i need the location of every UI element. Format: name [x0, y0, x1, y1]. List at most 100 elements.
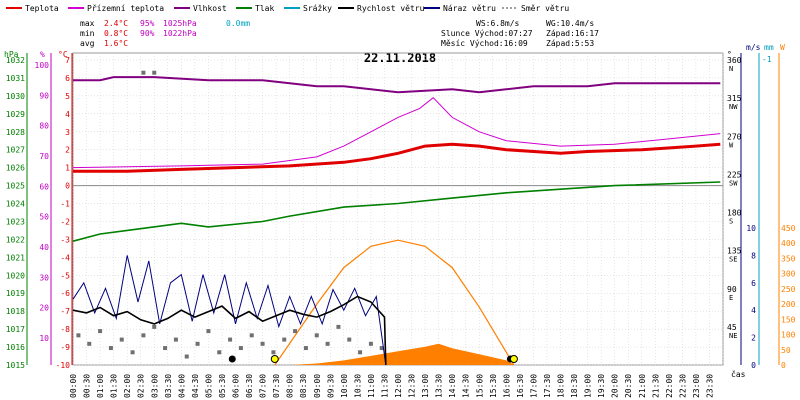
time-tick-label: 04:00: [177, 374, 186, 398]
time-tick-label: 22:30: [678, 374, 687, 398]
wind-dir-point: [228, 337, 233, 342]
wind-dir-point: [195, 341, 200, 346]
ms-tick-label: 4: [751, 306, 756, 315]
time-tick-label: 21:00: [638, 374, 647, 398]
axis-unit-dir: °: [727, 50, 732, 59]
c-tick-label: 4: [65, 110, 70, 119]
time-tick-label: 04:30: [191, 374, 200, 398]
hpa-tick-label: 1032: [6, 56, 25, 65]
wind-dir-point: [87, 341, 92, 346]
time-tick-label: 03:00: [150, 374, 159, 398]
time-tick-label: 05:00: [204, 374, 213, 398]
wind-dir-point: [358, 350, 363, 355]
wind-dir-point: [152, 70, 157, 75]
c-tick-label: -9: [60, 343, 70, 352]
time-tick-label: 11:00: [367, 374, 376, 398]
w-tick-label: 200: [781, 300, 796, 309]
wind-dir-point: [108, 346, 113, 351]
time-tick-label: 07:00: [259, 374, 268, 398]
wind-dir-point: [314, 333, 319, 338]
w-tick-label: 50: [781, 346, 791, 355]
wind-dir-point: [249, 333, 254, 338]
legend-label-temp: Teplota: [25, 4, 59, 13]
dir-tick-name: SE: [729, 256, 737, 264]
solar-area: [289, 343, 515, 365]
dir-tick-name: W: [729, 141, 734, 149]
w-tick-label: 0: [781, 361, 786, 370]
time-tick-label: 03:30: [164, 374, 173, 398]
c-tick-label: 6: [65, 74, 70, 83]
time-tick-label: 12:00: [394, 374, 403, 398]
time-tick-label: 08:30: [299, 374, 308, 398]
pct-tick-label: 50: [39, 213, 49, 222]
hpa-tick-label: 1023: [6, 217, 25, 226]
time-tick-label: 15:30: [489, 374, 498, 398]
time-tick-label: 20:00: [611, 374, 620, 398]
legend-label-dir: Směr větru: [521, 4, 569, 13]
time-tick-label: 11:30: [380, 374, 389, 398]
time-tick-label: 12:30: [408, 374, 417, 398]
hpa-tick-label: 1016: [6, 343, 25, 352]
wind-gust-line: [72, 255, 387, 366]
wind-speed-line: [72, 295, 387, 366]
wind-dir-point: [217, 350, 222, 355]
wind-dir-point: [206, 329, 211, 334]
hpa-tick-label: 1031: [6, 74, 25, 83]
pct-tick-label: 70: [39, 152, 49, 161]
wind-dir-point: [325, 341, 330, 346]
hpa-tick-label: 1019: [6, 289, 25, 298]
time-tick-label: 16:30: [516, 374, 525, 398]
wind-dir-point: [119, 337, 124, 342]
dir-tick-name: SW: [729, 179, 738, 187]
c-tick-label: -5: [60, 271, 70, 280]
pct-tick-label: 30: [39, 273, 49, 282]
wind-dir-point: [141, 70, 146, 75]
chart-title: 22.11.2018: [364, 51, 436, 65]
moon-rise-text: Měsíc Východ:16:09: [441, 39, 528, 48]
moonset-marker: [228, 355, 236, 363]
stats-block: max 2.4°C 95% 1025hPa 0.0mm min 0.8°C 90…: [80, 19, 250, 48]
dir-tick-label: 45: [727, 323, 737, 332]
temperature-line: [73, 142, 721, 173]
legend-label-press: Tlak: [255, 4, 274, 13]
pct-tick-label: 100: [35, 61, 50, 70]
pct-tick-label: 40: [39, 243, 49, 252]
moon-set-text: Západ:5:53: [546, 39, 594, 48]
time-tick-label: 20:30: [624, 374, 633, 398]
wind-dir-point: [238, 346, 243, 351]
hpa-tick-label: 1015: [6, 361, 25, 370]
stats-max-press: 1025hPa: [163, 19, 197, 28]
time-tick-label: 10:00: [340, 374, 349, 398]
sunrise-marker: [270, 355, 279, 363]
time-tick-label: 18:00: [557, 374, 566, 398]
time-tick-label: 06:30: [245, 374, 254, 398]
hpa-tick-label: 1026: [6, 164, 25, 173]
legend-label-hum: Vlhkost: [193, 4, 227, 13]
dir-tick-label: 270: [727, 132, 742, 141]
sun-rise-text: Slunce Východ:07:27: [441, 29, 533, 38]
solar-theoretical-line: [274, 239, 515, 366]
stats-max-hum: 95%: [140, 19, 155, 28]
hpa-tick-label: 1028: [6, 128, 25, 137]
hpa-tick-label: 1017: [6, 325, 25, 334]
ms-tick-label: 2: [751, 334, 756, 343]
sun-info: WS:6.8m/s WG:10.4m/s Slunce Východ:07:27…: [441, 19, 599, 48]
stats-avg-temp: 1.6°C: [104, 39, 128, 48]
legend-label-gust: Náraz větru: [443, 4, 496, 13]
time-tick-label: 21:30: [651, 374, 660, 398]
wind-dir-point: [184, 354, 189, 359]
time-tick-label: 00:30: [83, 374, 92, 398]
ms-tick-label: 0: [751, 361, 756, 370]
dir-tick-label: 315: [727, 94, 742, 103]
time-tick-label: 23:00: [692, 374, 701, 398]
axis-unit-w: W: [780, 43, 785, 52]
time-tick-label: 16:00: [502, 374, 511, 398]
time-tick-label: 00:00: [69, 374, 78, 398]
wind-dir-point: [152, 324, 157, 329]
time-tick-label: 17:30: [543, 374, 552, 398]
wind-speed-summary: WS:6.8m/s: [476, 19, 520, 28]
axis-unit-ms: m/s: [746, 43, 761, 52]
time-tick-label: 19:30: [597, 374, 606, 398]
time-tick-label: 01:00: [96, 374, 105, 398]
c-tick-label: -6: [60, 289, 70, 298]
